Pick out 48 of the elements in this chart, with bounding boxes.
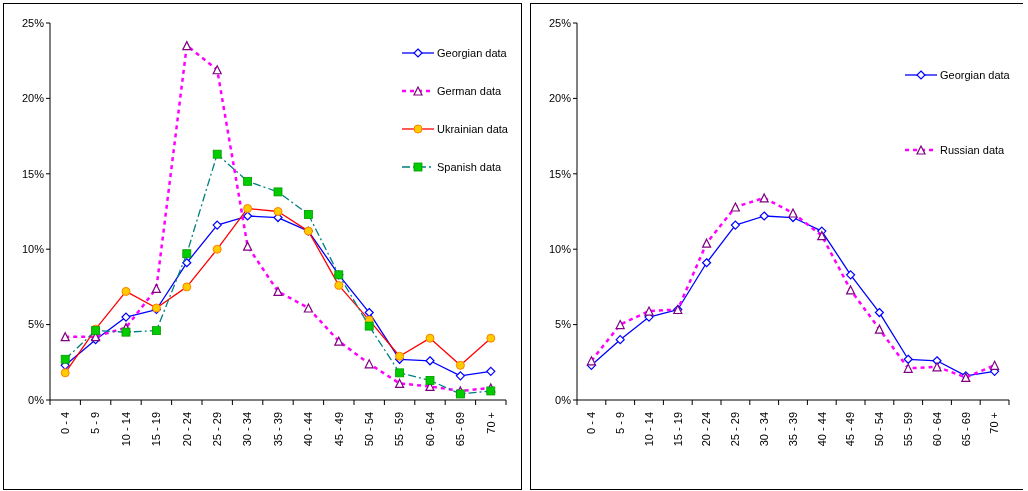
x-tick-label: 5 - 9: [89, 412, 102, 435]
x-tick-label: 40 - 44: [815, 412, 828, 447]
x-tick-label: 70 +: [988, 412, 1001, 434]
legend-label: Spanish data: [437, 160, 503, 173]
y-tick-label: 25%: [548, 16, 572, 29]
y-tick-label: 10%: [548, 243, 572, 256]
y-tick-label: 10%: [21, 243, 45, 256]
x-tick-label: 35 - 39: [271, 412, 284, 447]
legend-label: Ukrainian data: [437, 122, 509, 135]
legend-label: German data: [437, 84, 503, 97]
x-tick-label: 20 - 24: [180, 412, 193, 447]
x-tick-label: 20 - 24: [700, 412, 713, 447]
x-tick-label: 10 - 14: [119, 412, 132, 447]
x-tick-label: 15 - 19: [671, 412, 684, 447]
x-tick-label: 50 - 54: [873, 412, 886, 447]
x-tick-label: 10 - 14: [642, 412, 655, 447]
x-tick-label: 30 - 34: [758, 412, 771, 447]
x-tick-label: 65 - 69: [959, 412, 972, 447]
x-tick-label: 35 - 39: [786, 412, 799, 447]
y-tick-label: 20%: [548, 92, 572, 105]
x-tick-label: 0 - 4: [585, 412, 598, 435]
x-tick-label: 45 - 49: [844, 412, 857, 447]
y-tick-label: 25%: [21, 16, 45, 29]
x-tick-label: 0 - 4: [59, 412, 72, 435]
x-tick-label: 30 - 34: [241, 412, 254, 447]
y-tick-label: 5%: [28, 318, 45, 331]
x-tick-label: 70 +: [484, 412, 497, 434]
x-tick-label: 40 - 44: [302, 412, 315, 447]
x-tick-label: 45 - 49: [332, 412, 345, 447]
y-tick-label: 0%: [555, 393, 572, 406]
y-tick-label: 15%: [21, 167, 45, 180]
x-tick-label: 25 - 29: [211, 412, 224, 447]
y-tick-label: 15%: [548, 167, 572, 180]
legend-label: Georgian data: [437, 46, 508, 59]
x-tick-label: 60 - 64: [423, 412, 436, 447]
x-tick-label: 60 - 64: [930, 412, 943, 447]
y-tick-label: 0%: [28, 393, 45, 406]
x-tick-label: 55 - 59: [902, 412, 915, 447]
x-tick-label: 5 - 9: [614, 412, 627, 435]
legend-label: Georgian data: [940, 68, 1011, 81]
y-tick-label: 5%: [555, 318, 572, 331]
x-tick-label: 50 - 54: [363, 412, 376, 447]
x-tick-label: 55 - 59: [393, 412, 406, 447]
legend-label: Russian data: [940, 143, 1006, 156]
x-tick-label: 15 - 19: [150, 412, 163, 447]
x-tick-label: 65 - 69: [454, 412, 467, 447]
y-tick-label: 20%: [21, 92, 45, 105]
x-tick-label: 25 - 29: [729, 412, 742, 447]
